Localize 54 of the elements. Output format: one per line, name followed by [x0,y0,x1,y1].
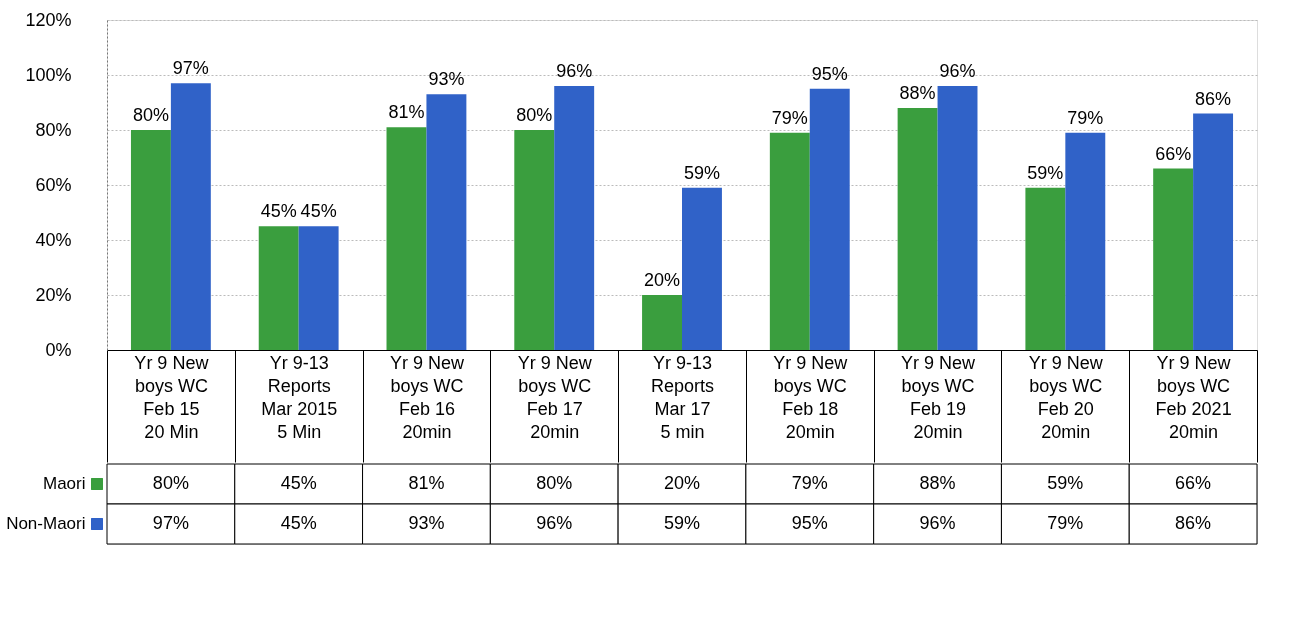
data-label: 45% [280,473,317,493]
text: 93% [428,69,465,90]
text: 45% [260,201,297,222]
data-label: 79% [1047,513,1084,533]
text: 59% [1027,162,1064,183]
text: 59% [683,162,720,183]
y-tick-label: 80% [35,119,72,140]
data-label: 95% [791,513,828,533]
text: 80% [132,105,169,125]
text: 95% [811,63,848,84]
data-label: 80% [536,473,573,493]
legend-label: Maori [42,474,86,493]
data-label: 88% [919,473,956,493]
data-label: 97% [152,513,189,533]
data-label: 86% [1175,513,1212,533]
text: 80% [516,105,553,125]
data-label: 66% [1175,473,1212,493]
x-tick-label: Yr 9 New boys WC Feb 17 20min [517,352,593,442]
text: 79% [771,107,808,128]
data-label: 80% [152,473,189,493]
data-label: 93% [408,513,445,533]
x-tick-label: Yr 9 New boys WC Feb 2021 20min [1155,352,1232,442]
y-tick-label: 40% [35,229,72,250]
data-label: 96% [536,513,573,533]
x-tick-label: Yr 9-13 Reports Mar 17 5 min [650,352,715,442]
text: 79% [1067,107,1104,128]
text: 96% [939,61,976,81]
y-tick-label: 100% [25,64,72,85]
data-label: 59% [1047,473,1084,493]
text: 20% [644,270,681,290]
text: 88% [899,83,936,103]
text: 97% [172,58,209,79]
y-tick-label: 20% [35,284,72,305]
text: 96% [556,61,593,81]
data-label: 59% [663,513,701,533]
x-tick-label: Yr 9 New boys WC Feb 20 20min [1028,352,1104,442]
text: 81% [388,102,425,123]
x-tick-label: Yr 9 New boys WC Feb 16 20min [389,352,465,442]
text: 66% [1155,143,1192,164]
data-label: 20% [663,473,701,493]
data-label: 79% [791,473,828,493]
y-tick-label: 60% [35,174,72,195]
y-tick-label: 120% [25,9,72,30]
text: 45% [300,201,337,222]
data-label: 96% [919,513,956,533]
x-tick-label: Yr 9 New boys WC Feb 18 20min [773,352,849,442]
x-tick-label: Yr 9-13 Reports Mar 2015 5 Min [261,352,338,442]
text: 86% [1195,88,1232,109]
legend-label: Non-Maori [6,514,86,533]
data-label: 45% [280,513,317,533]
y-tick-label: 0% [45,339,72,360]
data-label: 81% [408,473,445,493]
x-tick-label: Yr 9 New boys WC Feb 19 20min [901,352,977,442]
x-tick-label: Yr 9 New boys WC Feb 15 20 Min [134,352,210,442]
